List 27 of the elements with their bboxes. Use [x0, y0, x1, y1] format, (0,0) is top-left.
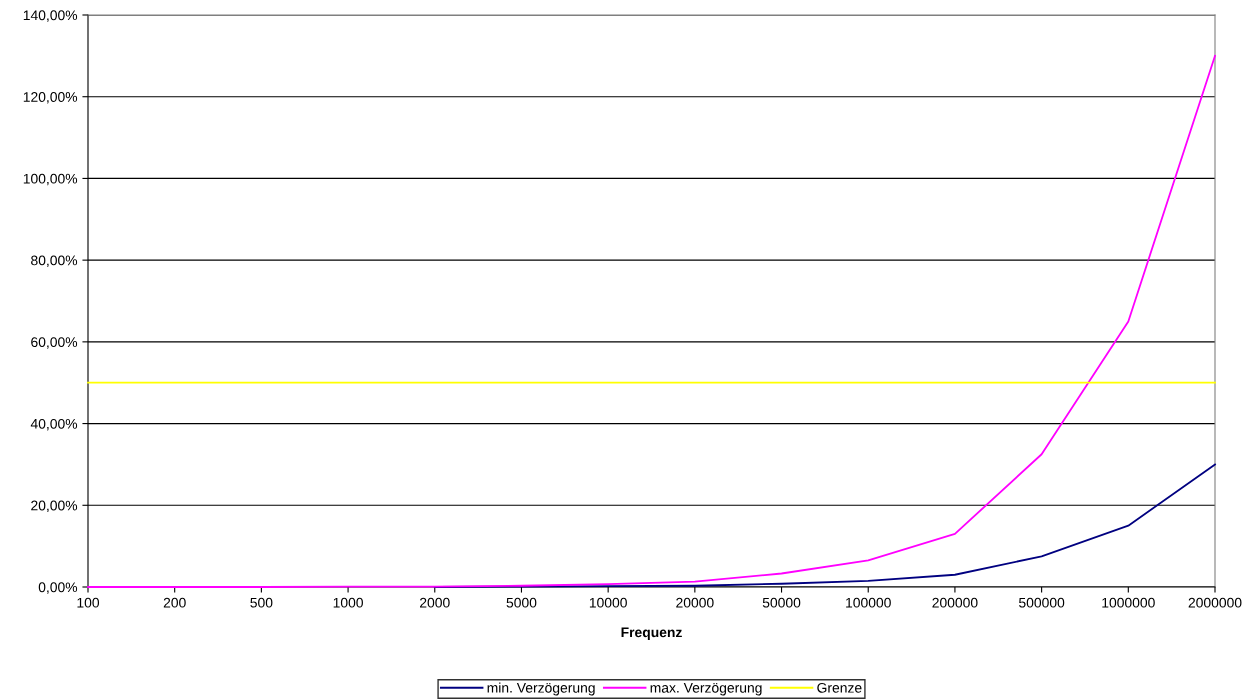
y-tick-label: 140,00%	[23, 10, 78, 22]
x-tick-label: 2000000	[1188, 597, 1242, 608]
x-tick-label: 500	[250, 597, 273, 608]
y-tick-label: 20,00%	[31, 500, 78, 513]
x-tick-label: 10000	[589, 597, 627, 608]
line-series	[433, 463, 1216, 588]
y-tick-label: 0,00%	[38, 582, 78, 594]
x-tick-label: 200	[163, 597, 186, 608]
y-tick-label: 40,00%	[30, 418, 78, 431]
y-tick-label: 120,00%	[23, 92, 78, 104]
legend-label: min. Verzögerung	[487, 682, 595, 696]
x-tick-label: 1000000	[1102, 597, 1155, 608]
y-tick-label: 60,00%	[31, 337, 78, 349]
y-tick-label: 80,00%	[31, 255, 78, 267]
x-tick-label: 500000	[1019, 597, 1065, 608]
x-tick-label: 100	[77, 597, 100, 608]
x-tick-label: 20000	[676, 597, 714, 608]
x-tick-label: 2000	[420, 597, 450, 608]
x-tick-label: 1000	[333, 597, 363, 608]
y-tick-label: 100,00%	[23, 173, 78, 186]
x-tick-label: 50000	[762, 597, 801, 608]
x-tick-label: 100000	[846, 597, 891, 608]
x-tick-label: 200000	[932, 597, 978, 608]
x-axis-title: Frequenz	[621, 627, 682, 640]
x-tick-label: 5000	[506, 597, 537, 608]
legend-label: Grenze	[817, 682, 862, 693]
legend-label: max. Verzögerung	[650, 683, 762, 696]
